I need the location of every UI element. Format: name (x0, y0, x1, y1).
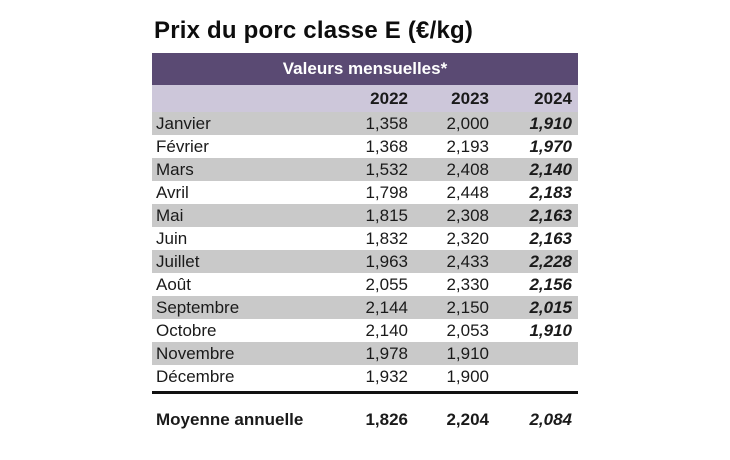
summary-label: Moyenne annuelle (156, 409, 304, 429)
table-row: Octobre 2,140 2,053 1,910 (152, 319, 578, 342)
value-2023-cell: 2,150 (446, 297, 489, 317)
value-2024-cell: 2,183 (529, 182, 572, 202)
value-2022-cell: 2,144 (365, 297, 408, 317)
value-2024-cell: 1,910 (529, 113, 572, 133)
month-cell: Novembre (156, 343, 235, 363)
value-2024-cell: 2,163 (529, 205, 572, 225)
table-row: Novembre 1,978 1,910 (152, 342, 578, 365)
table-row: Février 1,368 2,193 1,970 (152, 135, 578, 158)
value-2023-cell: 2,320 (446, 228, 489, 248)
value-2023-cell: 2,408 (446, 159, 489, 179)
value-2023-cell: 2,053 (446, 320, 489, 340)
value-2024-cell: 1,910 (529, 320, 572, 340)
year-header-2022: 2022 (370, 88, 408, 108)
value-2024-cell: 2,156 (529, 274, 572, 294)
month-cell: Février (156, 136, 209, 156)
month-cell: Janvier (156, 113, 211, 133)
table-row: Septembre 2,144 2,150 2,015 (152, 296, 578, 319)
value-2022-cell: 1,832 (365, 228, 408, 248)
table-row: Décembre 1,932 1,900 (152, 365, 578, 388)
month-cell: Juin (156, 228, 188, 248)
month-cell: Mai (156, 205, 184, 225)
table-row: Janvier 1,358 2,000 1,910 (152, 112, 578, 135)
table-body: Janvier 1,358 2,000 1,910 Février 1,368 2,193 1… (152, 112, 578, 388)
table-header-band: Valeurs mensuelles* (152, 53, 578, 85)
value-2022-cell: 1,963 (365, 251, 408, 271)
value-2022-cell: 1,368 (365, 136, 408, 156)
value-2022-cell: 2,055 (365, 274, 408, 294)
value-2023-cell: 2,433 (446, 251, 489, 271)
summary-2022: 1,826 (365, 409, 408, 429)
month-cell: Septembre (156, 297, 240, 317)
value-2023-cell: 1,900 (446, 366, 489, 386)
page-title: Prix du porc classe E (€/kg) (154, 17, 474, 44)
value-2024-cell: 1,970 (529, 136, 572, 156)
table-row: Juin 1,832 2,320 2,163 (152, 227, 578, 250)
year-header-row: 2022 2023 2024 (152, 85, 578, 112)
month-cell: Avril (156, 182, 189, 202)
value-2022-cell: 1,532 (365, 159, 408, 179)
month-cell: Août (156, 274, 191, 294)
value-2023-cell: 2,193 (446, 136, 489, 156)
table-row: Juillet 1,963 2,433 2,228 (152, 250, 578, 273)
value-2023-cell: 2,448 (446, 182, 489, 202)
year-header-2023: 2023 (451, 88, 489, 108)
value-2024-cell: 2,015 (529, 297, 572, 317)
value-2022-cell: 1,932 (365, 366, 408, 386)
value-2023-cell: 2,330 (446, 274, 489, 294)
table-row: Août 2,055 2,330 2,156 (152, 273, 578, 296)
value-2022-cell: 1,798 (365, 182, 408, 202)
table-row: Mars 1,532 2,408 2,140 (152, 158, 578, 181)
value-2024-cell: 2,228 (529, 251, 572, 271)
value-2022-cell: 1,815 (365, 205, 408, 225)
month-cell: Juillet (156, 251, 200, 271)
value-2022-cell: 1,978 (365, 343, 408, 363)
month-cell: Mars (156, 159, 194, 179)
summary-2024: 2,084 (529, 409, 572, 429)
value-2022-cell: 1,358 (365, 113, 408, 133)
value-2023-cell: 1,910 (446, 343, 489, 363)
value-2023-cell: 2,000 (446, 113, 489, 133)
summary-row: Moyenne annuelle 1,826 2,204 2,084 (152, 407, 578, 432)
value-2024-cell: 2,163 (529, 228, 572, 248)
value-2024-cell: 2,140 (529, 159, 572, 179)
summary-divider (152, 391, 578, 394)
value-2023-cell: 2,308 (446, 205, 489, 225)
value-2022-cell: 2,140 (365, 320, 408, 340)
table-header-label: Valeurs mensuelles* (282, 59, 448, 78)
table-row: Avril 1,798 2,448 2,183 (152, 181, 578, 204)
year-header-2024: 2024 (534, 88, 572, 108)
summary-2023: 2,204 (446, 409, 489, 429)
month-cell: Octobre (156, 320, 217, 340)
table-row: Mai 1,815 2,308 2,163 (152, 204, 578, 227)
price-table-figure: Prix du porc classe E (€/kg) Valeurs men… (152, 16, 578, 432)
month-cell: Décembre (156, 366, 235, 386)
